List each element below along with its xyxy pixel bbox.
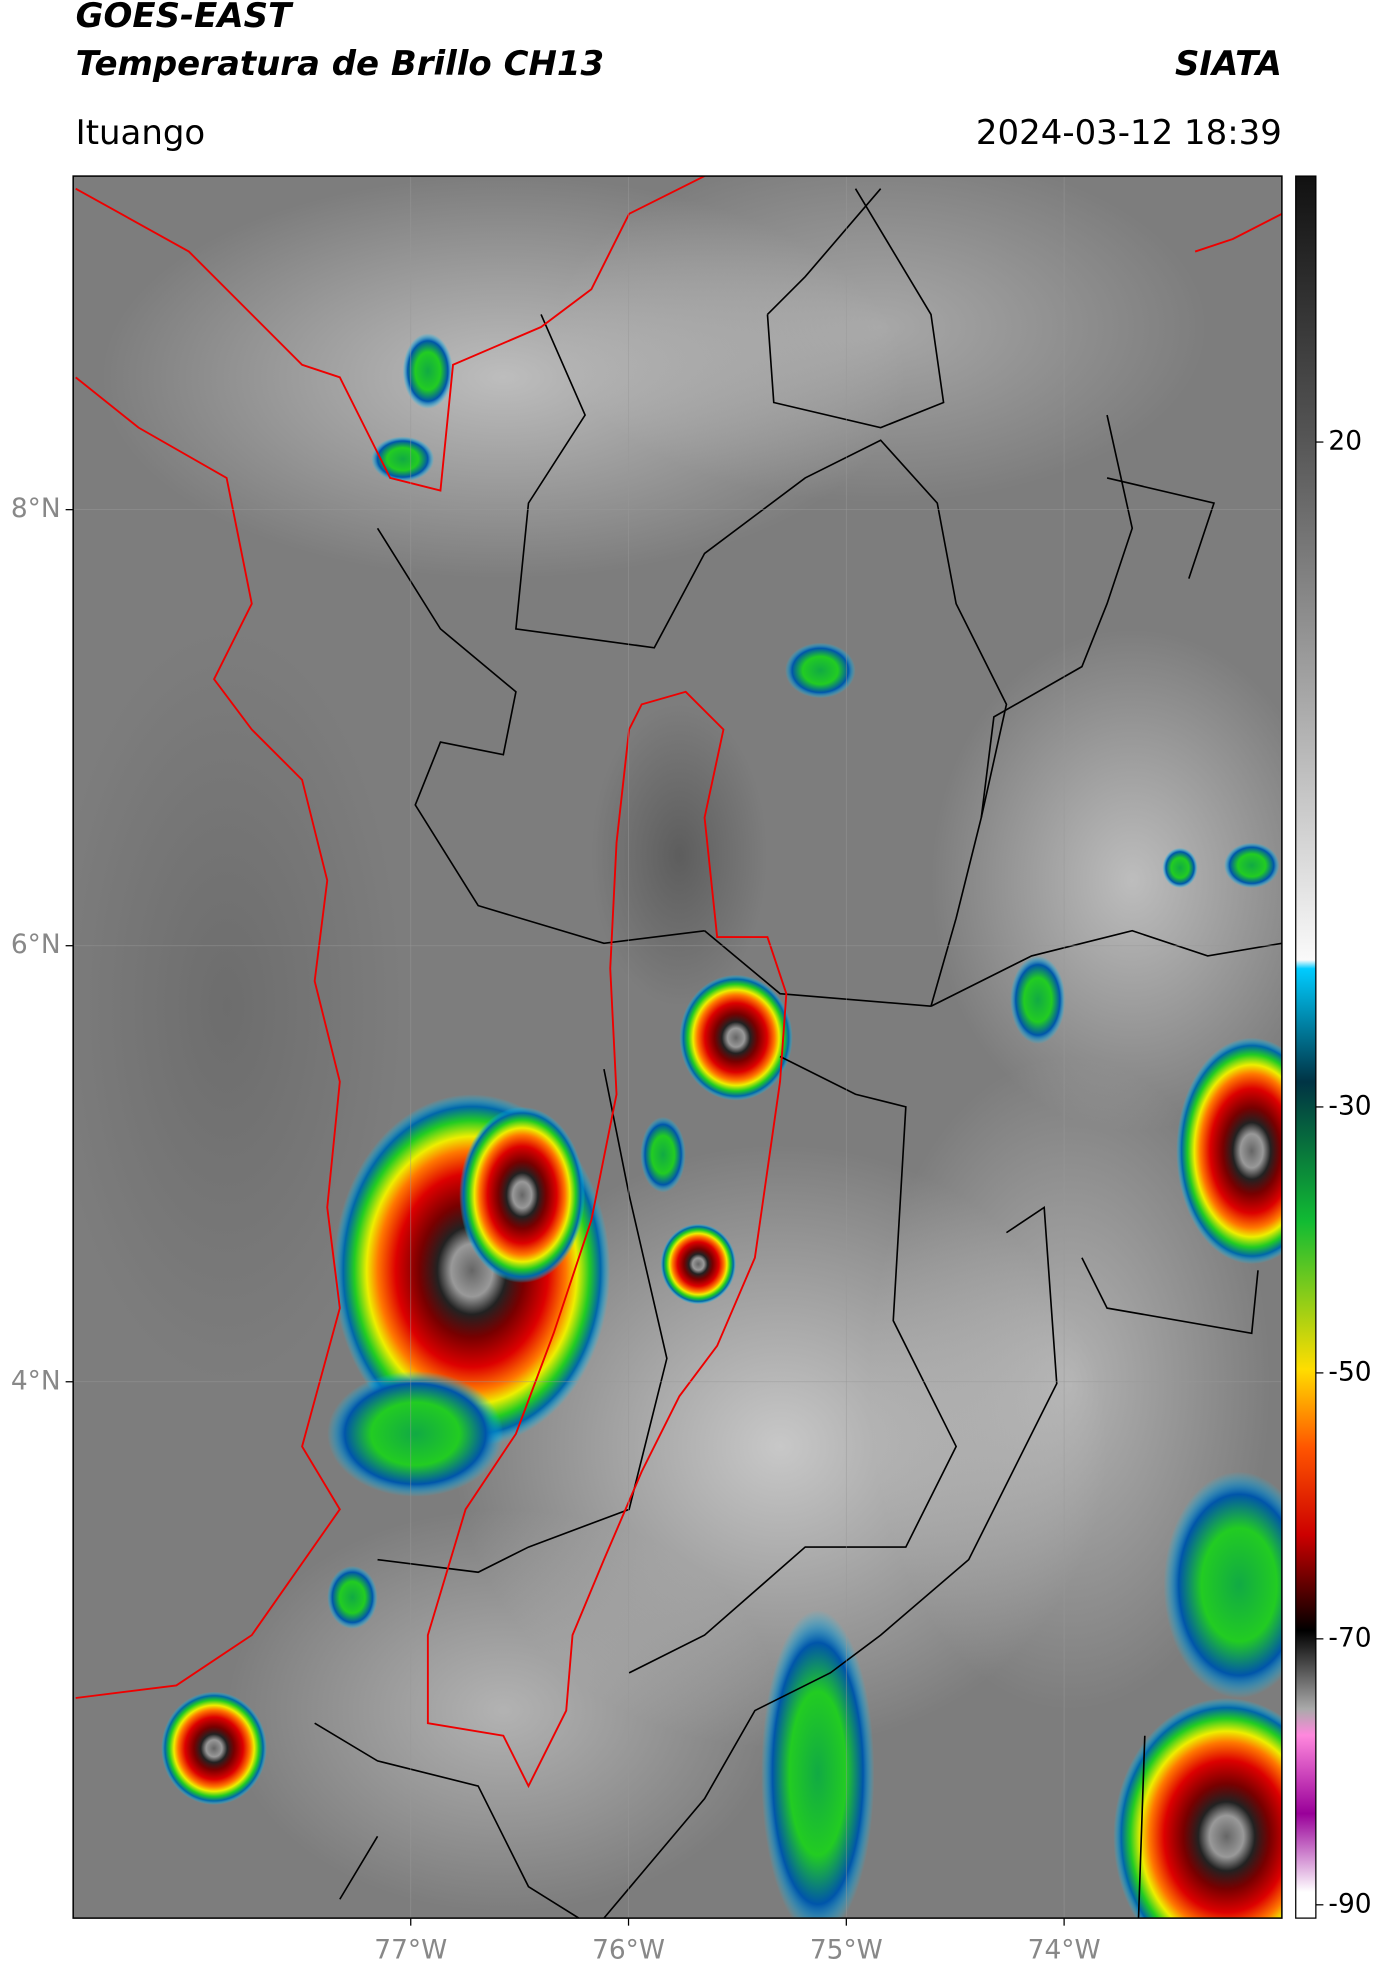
agency: SIATA (1175, 44, 1282, 84)
colorbar-tick-label: 20 (1328, 426, 1362, 457)
y-tick-label: 4°N (11, 1365, 61, 1396)
datetime: 2024-03-12 18:39 (976, 113, 1282, 153)
colorbar-tick-label: -70 (1328, 1622, 1371, 1653)
map-frame (72, 175, 1283, 1919)
title: GOES-EAST (76, 0, 294, 36)
colorbar-tick-label: -90 (1328, 1888, 1371, 1919)
x-tick-label: 74°W (1028, 1934, 1101, 1965)
x-tick-label: 76°W (592, 1934, 665, 1965)
colorbar (1295, 175, 1317, 1919)
subtitle: Temperatura de Brillo CH13 (76, 44, 604, 84)
y-tick-label: 6°N (11, 929, 61, 960)
location: Ituango (76, 113, 206, 153)
colorbar-tick-label: -30 (1328, 1090, 1371, 1121)
x-tick-label: 75°W (810, 1934, 883, 1965)
map-image (73, 176, 1282, 1919)
x-tick-label: 77°W (374, 1934, 447, 1965)
y-tick-label: 8°N (11, 493, 61, 524)
colorbar-tick-label: -50 (1328, 1356, 1371, 1387)
